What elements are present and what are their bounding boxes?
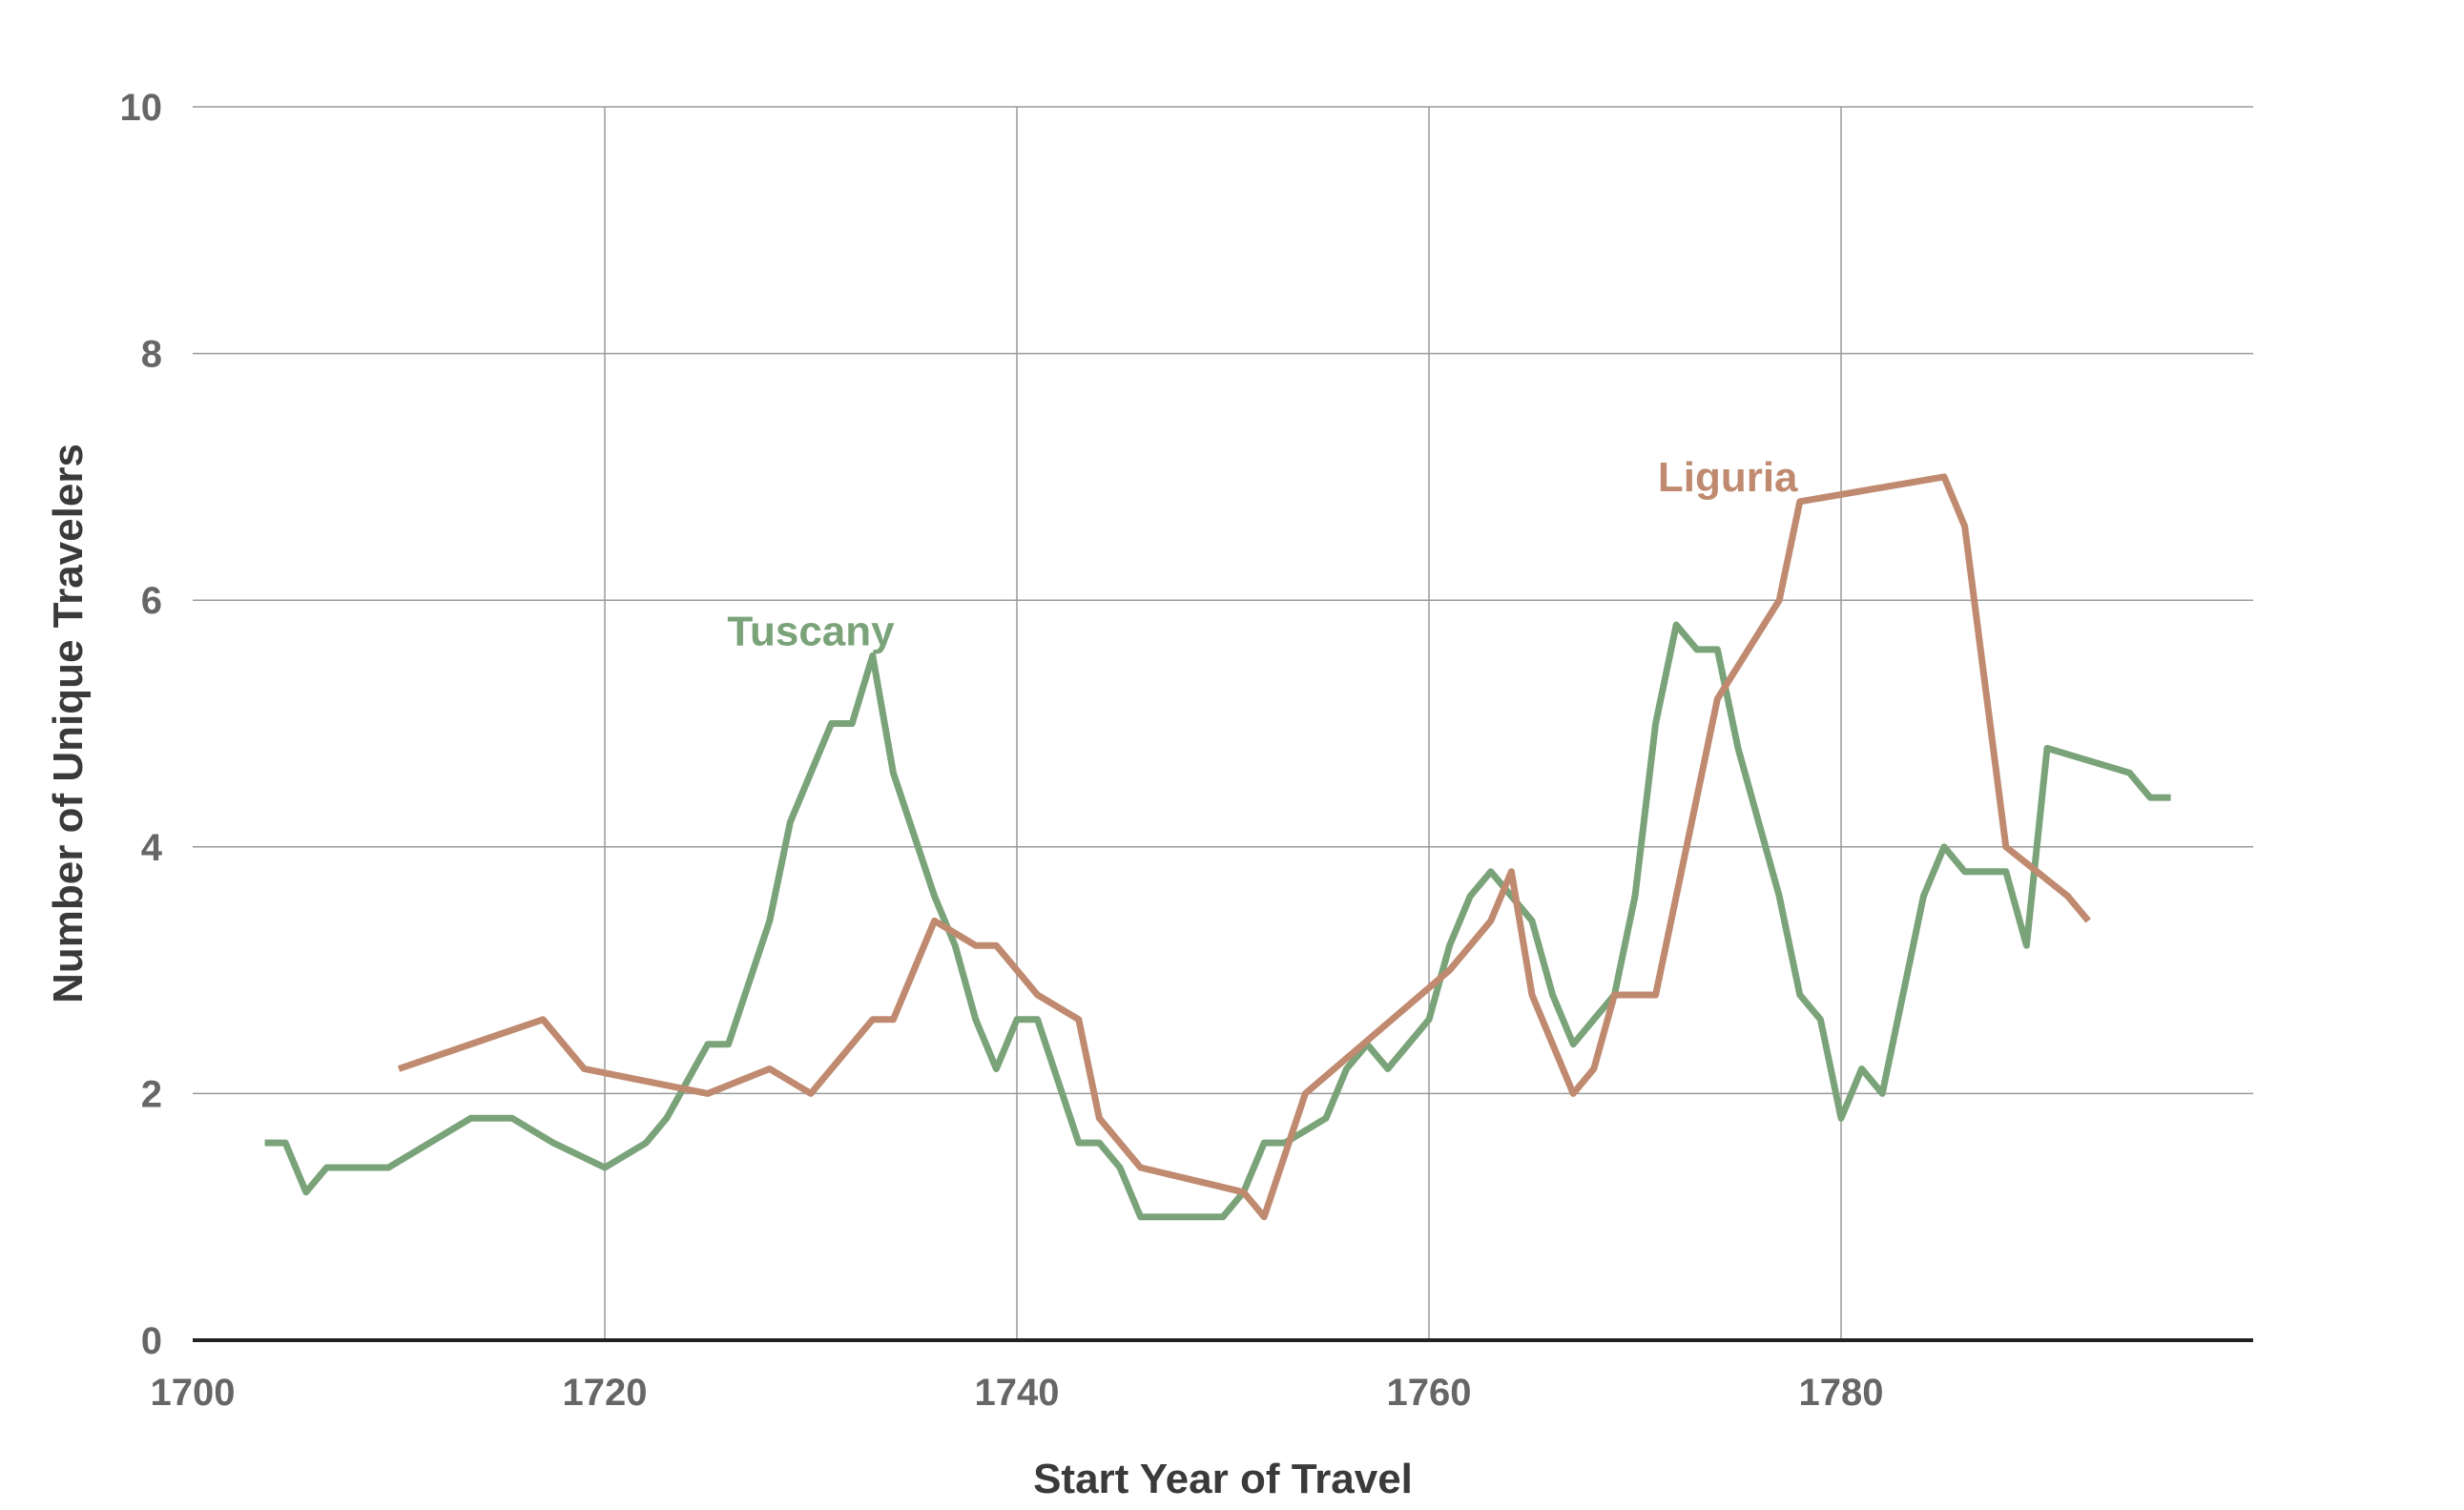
y-tick-label: 8 (141, 334, 162, 376)
y-tick-label: 2 (141, 1073, 162, 1115)
series-line-liguria (397, 473, 2091, 1221)
series-lines (264, 473, 2171, 1221)
x-tick-label: 1780 (1799, 1372, 1884, 1414)
series-label-liguria: Liguria (1658, 454, 1798, 501)
y-tick-label: 0 (141, 1320, 162, 1362)
series-label-tuscany: Tuscany (727, 609, 895, 655)
tick-labels: 0 2 4 6 8 10 1700 1720 1740 1760 1780 (120, 87, 1884, 1414)
y-tick-label: 10 (120, 87, 163, 129)
y-tick-label: 6 (141, 580, 162, 622)
x-tick-label: 1720 (563, 1372, 648, 1414)
y-axis-title: Number of Unique Travelers (45, 444, 92, 1003)
series-labels: Tuscany Liguria (727, 454, 1798, 655)
x-tick-label: 1760 (1387, 1372, 1472, 1414)
grid-lines (193, 106, 2253, 1342)
x-tick-label: 1700 (151, 1372, 236, 1414)
x-tick-label: 1740 (975, 1372, 1060, 1414)
x-axis-title: Start Year of Travel (1033, 1456, 1413, 1502)
series-line-tuscany (264, 621, 2171, 1221)
y-tick-label: 4 (141, 827, 163, 869)
